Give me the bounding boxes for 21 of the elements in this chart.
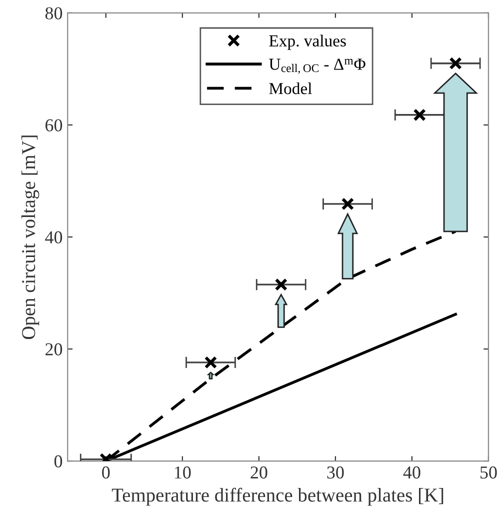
- point: [341, 198, 354, 210]
- x-tick-label: 20: [250, 466, 268, 479]
- y-tick-label: 60: [45, 119, 62, 132]
- y-tick-label: 20: [46, 343, 62, 356]
- y-tick-label: 40: [45, 231, 62, 244]
- point: [413, 108, 426, 122]
- x-tick-label: 30: [327, 466, 344, 479]
- y-axis-title: Open circuit voltage [mV]: [21, 136, 40, 340]
- x-tick-label: 50: [480, 466, 497, 479]
- point: [274, 278, 288, 291]
- y-tick-label: 80: [45, 7, 62, 20]
- legend-label: U$_{cell,OC}$ - Δ$^{m}$Φ: [269, 58, 366, 74]
- legend-label: Exp. values: [269, 34, 346, 50]
- point: [449, 56, 462, 70]
- x-tick-label: 10: [174, 466, 191, 479]
- legend-label: Model: [269, 82, 312, 94]
- x-tick-label: 40: [403, 466, 420, 479]
- x-tick-label: 0: [102, 466, 110, 479]
- point: [204, 356, 218, 369]
- x-axis-title: Temperature difference between plates [K]: [112, 488, 444, 506]
- y-tick-label: 0: [54, 455, 62, 468]
